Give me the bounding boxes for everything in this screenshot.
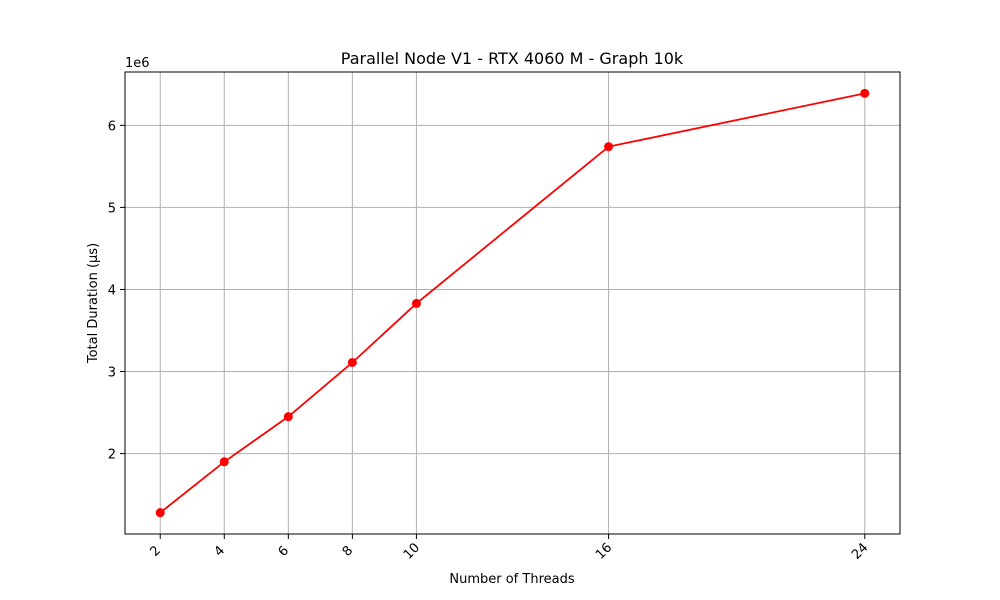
data-point [411,298,421,308]
x-tick-label: 6 [276,543,292,559]
plot-frame [124,71,901,535]
x-axis-ticks: 2 4 6 8 10 16 24 [148,534,871,563]
data-point [219,457,229,467]
y-axis-offset-label: 1e6 [125,56,150,71]
data-point [283,412,293,422]
data-point [604,142,614,152]
y-tick-label: 4 [108,283,116,298]
y-tick-label: 2 [108,448,116,463]
data-point [155,508,165,518]
data-point [860,88,870,98]
x-tick-label: 24 [849,540,871,562]
x-tick-label: 2 [148,543,164,559]
y-axis-ticks: 2 3 4 5 6 [108,119,125,463]
series-line [159,92,865,514]
y-tick-label: 3 [108,366,116,381]
y-tick-label: 6 [108,119,116,134]
y-axis-label: Total Duration (µs) [86,243,101,364]
y-tick-label: 5 [108,201,116,216]
x-tick-label: 8 [340,543,356,559]
chart-title: Parallel Node V1 - RTX 4060 M - Graph 10… [341,49,684,68]
x-tick-label: 16 [593,540,615,562]
series-layer [155,88,870,518]
x-tick-label: 4 [212,543,228,559]
data-point [347,357,357,367]
grid [125,72,900,534]
x-tick-label: 10 [401,540,423,562]
x-axis-label: Number of Threads [449,572,574,587]
